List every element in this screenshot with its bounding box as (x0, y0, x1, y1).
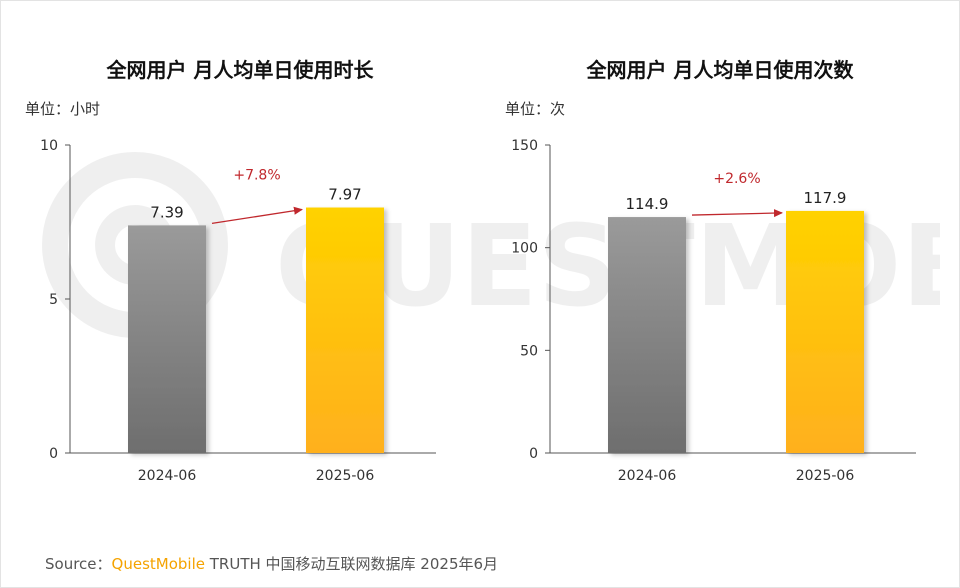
data-label: 7.97 (328, 186, 361, 204)
growth-arrow (691, 209, 783, 218)
bar-2025-06 (786, 210, 864, 453)
x-tick-label: 2024-06 (618, 468, 677, 484)
data-label: 117.9 (804, 189, 847, 207)
chart-1: 0 5 10 7.39 2024-06 7.97 2025-06 +7.8% (40, 138, 436, 484)
source-brand: QuestMobile (111, 555, 205, 573)
chart-1-unit: 单位：小时 (25, 100, 101, 118)
source-note: Source：QuestMobile TRUTH 中国移动互联网数据库 2025… (45, 553, 498, 574)
x-tick-label: 2025-06 (796, 468, 855, 484)
y-tick-label: 150 (511, 138, 538, 154)
y-tick-label: 0 (49, 446, 58, 462)
data-label: 114.9 (626, 195, 669, 213)
y-tick-label: 50 (520, 343, 538, 359)
y-tick-label: 100 (511, 241, 538, 257)
data-label: 7.39 (150, 203, 183, 221)
chart-2-title: 全网用户 月人均单日使用次数 (586, 58, 854, 82)
growth-arrow (211, 206, 303, 225)
growth-label: +2.6% (713, 171, 760, 187)
source-rest: TRUTH 中国移动互联网数据库 2025年6月 (209, 555, 499, 573)
y-tick-label: 5 (49, 292, 58, 308)
bar-2024-06 (128, 225, 206, 453)
chart-2: 0 50 100 150 114.9 2024-06 117.9 2025-06 +2.6% (511, 138, 916, 484)
growth-label: +7.8% (233, 168, 280, 184)
y-tick-label: 10 (40, 138, 58, 154)
x-tick-label: 2024-06 (138, 468, 197, 484)
chart-1-title: 全网用户 月人均单日使用时长 (106, 58, 374, 82)
x-tick-label: 2025-06 (316, 468, 375, 484)
y-tick-label: 0 (529, 446, 538, 462)
bar-2024-06 (608, 217, 686, 453)
chart-2-unit: 单位：次 (505, 100, 566, 118)
bar-2025-06 (306, 207, 384, 453)
source-prefix: Source： (45, 555, 112, 573)
